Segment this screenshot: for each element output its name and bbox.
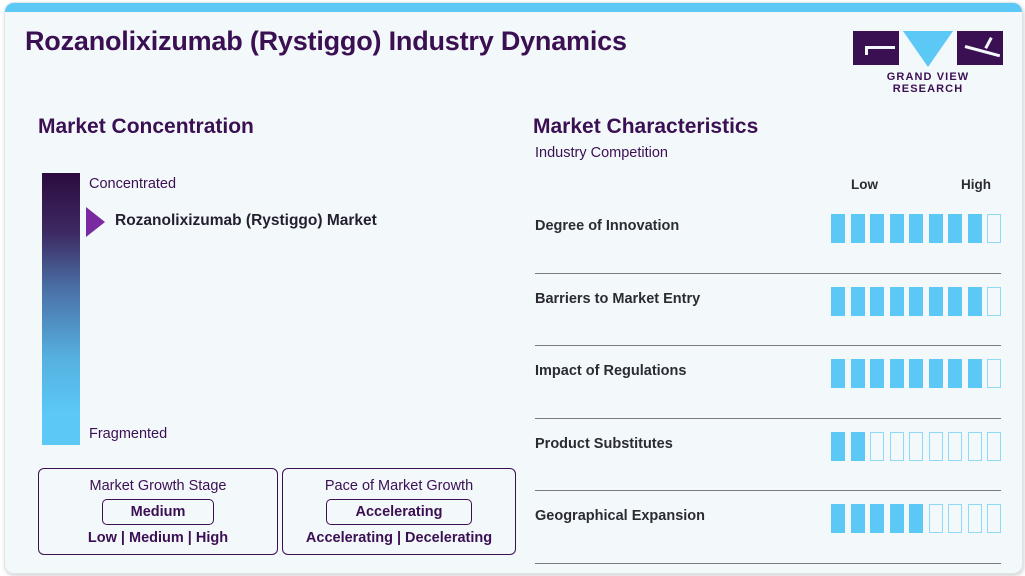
meter-scale-low-label: Low [851,177,878,192]
scale-label-fragmented: Fragmented [89,426,168,442]
meter-segment-filled [967,214,982,243]
meter-segment-empty [948,431,962,461]
characteristic-label: Degree of Innovation [535,218,680,234]
logo-g-icon [853,31,899,65]
meter-segment-empty [987,359,1001,388]
meter-segment-filled [948,286,962,316]
meter-segment-filled [909,286,923,316]
meter-segment-filled [831,504,845,533]
market-position-label: Rozanolixizumab (Rystiggo) Market [115,211,377,229]
meter-segment-empty [928,504,943,533]
meter-segment-empty [870,431,884,461]
characteristic-row: Degree of Innovation [535,201,1001,274]
logo-r-icon [957,31,1003,65]
market-concentration-heading: Market Concentration [38,115,254,138]
characteristic-row: Barriers to Market Entry [535,274,1001,346]
scale-label-concentrated: Concentrated [89,176,177,192]
meter-segment-empty [967,431,982,461]
characteristic-label: Impact of Regulations [535,363,687,379]
meter-segment-filled [870,359,884,388]
page-title: Rozanolixizumab (Rystiggo) Industry Dyna… [25,26,627,56]
meter-segment-filled [831,359,845,388]
logo-g-bar [865,46,895,49]
meter-segment-filled [928,359,943,388]
stat-scale: Low | Medium | High [87,529,229,546]
concentration-gradient-scale [42,173,80,445]
meter-segment-filled [850,214,865,243]
meter-segment-filled [909,504,923,533]
meter-segment-filled [850,359,865,388]
meter-segment-empty [889,431,904,461]
characteristic-meter [831,504,1001,533]
stat-title: Market Growth Stage [89,477,227,494]
meter-segment-empty [909,431,923,461]
meter-segment-empty [987,504,1001,533]
meter-segment-filled [928,214,943,243]
characteristic-label: Geographical Expansion [535,508,706,524]
meter-segment-filled [909,359,923,388]
meter-segment-filled [831,286,845,316]
logo-wordmark: GRAND VIEW RESEARCH [886,71,970,95]
meter-segment-filled [850,431,865,461]
logo-marks [852,31,1004,67]
meter-segment-filled [831,431,845,461]
stat-value: Medium [101,498,215,525]
stat-box-market-growth-stage: Market Growth Stage Medium Low | Medium … [38,468,278,555]
characteristic-meter [831,214,1001,243]
market-characteristics-panel: Market Characteristics Industry Competit… [515,3,1022,573]
characteristic-label: Barriers to Market Entry [535,290,701,307]
meter-segment-empty [987,431,1001,461]
characteristic-meter [831,359,1001,388]
meter-segment-filled [889,286,904,316]
logo-triangle-icon [903,31,953,67]
meter-segment-filled [889,504,904,533]
meter-segment-empty [967,504,982,533]
meter-segment-filled [967,359,982,388]
meter-segment-empty [928,431,943,461]
meter-segment-filled [948,214,962,243]
market-characteristics-heading: Market Characteristics [533,115,759,138]
stat-value: Accelerating [326,498,472,525]
market-characteristics-subheading: Industry Competition [535,145,668,161]
characteristic-meter [831,431,1001,461]
meter-segment-filled [850,504,865,533]
meter-segment-filled [889,359,904,388]
stat-box-pace-of-market-growth: Pace of Market Growth Accelerating Accel… [282,468,516,555]
meter-segment-filled [850,286,865,316]
meter-segment-filled [889,214,904,243]
stat-scale: Accelerating | Decelerating [305,529,493,546]
characteristics-rows: Degree of Innovation Barriers to Market E… [535,201,1001,564]
meter-segment-filled [928,286,943,316]
meter-segment-filled [870,214,884,243]
meter-segment-filled [909,214,923,243]
meter-segment-empty [987,286,1001,316]
meter-segment-empty [987,214,1001,243]
logo-g-stem [865,46,868,55]
grand-view-research-logo: GRAND VIEW RESEARCH [852,31,1004,95]
meter-segment-filled [870,286,884,316]
characteristic-row: Impact of Regulations [535,346,1001,419]
meter-segment-filled [831,214,845,243]
meter-segment-filled [967,286,982,316]
characteristic-row: Geographical Expansion [535,491,1001,564]
stat-title: Pace of Market Growth [324,477,474,494]
meter-segment-empty [948,504,962,533]
characteristic-row: Product Substitutes [535,419,1001,491]
top-accent-bar [5,3,1022,12]
characteristic-meter [831,286,1001,316]
meter-segment-filled [948,359,962,388]
characteristic-label: Product Substitutes [535,435,673,452]
infographic-card: Rozanolixizumab (Rystiggo) Industry Dyna… [4,2,1023,574]
market-position-arrow-icon [86,206,105,237]
meter-scale-high-label: High [961,177,991,192]
market-concentration-panel: Market Concentration Concentrated Fragme… [5,3,516,573]
meter-segment-filled [870,504,884,533]
